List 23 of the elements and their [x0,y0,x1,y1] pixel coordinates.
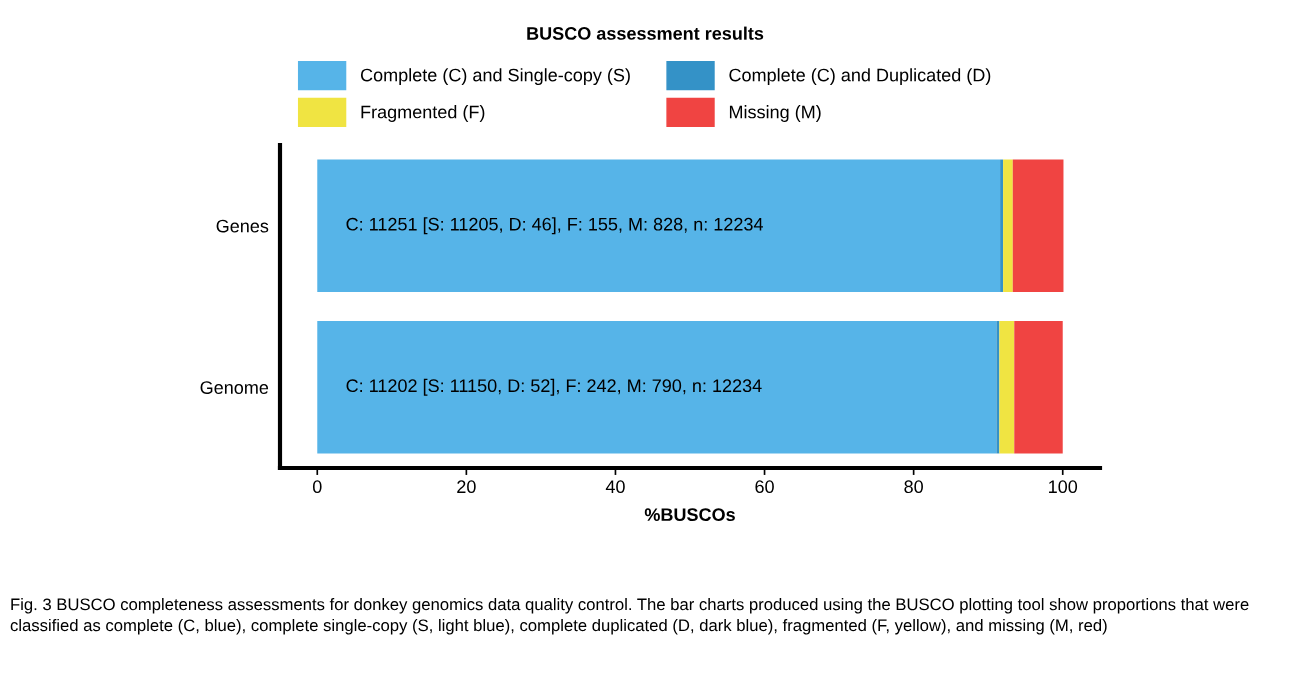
bar [1000,159,1004,292]
x-tick-label: 20 [457,480,476,494]
bar [1003,159,1013,292]
legend-label: Fragmented (F) [361,105,485,122]
bar [1014,321,1063,454]
x-tick-label: 80 [904,480,923,494]
y-tick-label: Genes [216,219,269,233]
bar [996,321,1000,454]
legend-label: Complete (C) and Single-copy (S) [360,68,630,86]
legend-label: Missing (M) [729,105,821,122]
x-tick-label: 60 [755,480,774,494]
x-tick-label: 0 [312,480,322,494]
chart-title: BUSCO assessment results [527,26,764,40]
legend-label: Complete (C) and Duplicated (D) [729,68,991,86]
annotation: C: 11251 [S: 11205, D: 46], F: 155, M: 828, n: 12234 [346,217,763,235]
x-axis-title: %BUSCOs [644,508,735,522]
bar [999,321,1015,454]
annotation: C: 11202 [S: 11150, D: 52], F: 242, M: 790, n: 12234 [346,378,762,396]
bar [1012,159,1064,292]
y-tick-label: Genome [200,381,269,394]
caption: Fig. 3 BUSCO completeness assessments for donkey genomics data quality control. The bar charts produced using the BUSCO plotting tool show proportions that were classified as complete (C, blue), complete single-copy (S, light blue), complete duplicated (D, dark blue), fragmented (F, yellow), and missing (M, red) [10,598,1249,635]
x-tick-label: 40 [605,480,625,494]
x-tick-label: 100 [1049,480,1078,494]
